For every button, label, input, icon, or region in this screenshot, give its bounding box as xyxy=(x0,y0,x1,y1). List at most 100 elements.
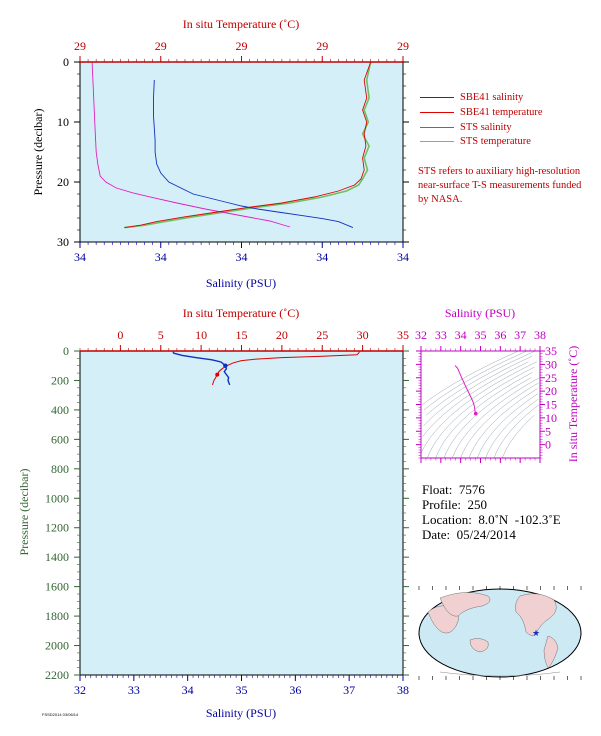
main-salinity-marker xyxy=(223,363,228,368)
ts-salinity-tick-label: 37 xyxy=(514,328,526,342)
ts-salinity-tick-label: 32 xyxy=(415,328,427,342)
ts-temp-tick-label: 35 xyxy=(545,344,557,358)
ts-series xyxy=(454,365,478,416)
ts-salinity-tick-label: 33 xyxy=(435,328,447,342)
top-temp-tick-label: 29 xyxy=(236,39,248,53)
density-isopycnal xyxy=(477,393,538,459)
top-salinity-tick-label: 34 xyxy=(397,250,409,264)
legend-sbe-temperature: SBE41 temperature xyxy=(420,107,543,118)
main-pressure-tick-label: 200 xyxy=(51,373,69,387)
main-pressure-tick-label: 2000 xyxy=(45,639,69,653)
main-temp-tick-label: 35 xyxy=(397,328,409,342)
map-frame-ticks xyxy=(418,586,582,680)
legend-swatch xyxy=(420,141,454,143)
ts-temp-tick-label: 10 xyxy=(545,411,557,425)
density-isopycnal xyxy=(468,388,538,459)
density-isopycnal xyxy=(502,415,535,459)
main-temp-tick-label: 30 xyxy=(357,328,369,342)
main-temp-tick-label: 20 xyxy=(276,328,288,342)
map-land-antarctica xyxy=(439,671,561,677)
map-land-asia xyxy=(439,592,491,617)
top-ticks: 29 29 29 29 29 34 34 34 34 34 0 10 20 30 xyxy=(57,39,409,264)
legend-label: STS temperature xyxy=(460,136,531,147)
ts-temp-tick-label: 0 xyxy=(545,438,551,452)
main-salinity-tick-label: 37 xyxy=(343,683,355,697)
main-salinity-tick-label: 38 xyxy=(397,683,409,697)
main-pressure-tick-label: 2200 xyxy=(45,668,69,682)
density-isopycnal xyxy=(443,377,532,459)
map-land-australia xyxy=(469,638,489,653)
top-pressure-tick-label: 0 xyxy=(63,55,69,69)
main-temp-tick-label: 0 xyxy=(117,328,123,342)
main-temperature-marker xyxy=(215,372,220,377)
legend-swatch xyxy=(420,97,454,99)
main-salinity-axis-title: Salinity (PSU) xyxy=(206,706,276,720)
ts-salinity-axis-title: Salinity (PSU) xyxy=(445,306,515,320)
legend-sts-salinity: STS salinity xyxy=(420,122,512,133)
density-isopycnal xyxy=(422,350,519,405)
main-pressure-tick-label: 1200 xyxy=(45,521,69,535)
legend-label: SBE41 temperature xyxy=(460,107,543,118)
ts-temp-axis-title: In situ Temperature (˚C) xyxy=(566,346,580,463)
main-pressure-tick-label: 800 xyxy=(51,462,69,476)
main-salinity-tick-label: 32 xyxy=(74,683,86,697)
main-temp-tick-label: 5 xyxy=(158,328,164,342)
main-salinity-tick-label: 36 xyxy=(289,683,301,697)
profile-number: Profile: 250 xyxy=(422,497,487,512)
legend-label: STS salinity xyxy=(460,122,512,133)
top-temp-tick-label: 29 xyxy=(74,39,86,53)
ts-temp-tick-label: 15 xyxy=(545,398,557,412)
density-isopycnal xyxy=(423,356,532,427)
top-temp-tick-label: 29 xyxy=(316,39,328,53)
ts-salinity-tick-label: 38 xyxy=(534,328,546,342)
density-contours xyxy=(421,350,540,459)
top-salinity-tick-label: 34 xyxy=(236,250,248,264)
legend-sts-temperature: STS temperature xyxy=(420,136,531,147)
top-series-sts-temperature xyxy=(124,61,372,229)
density-isopycnal xyxy=(493,404,540,459)
float-location-star-icon: ★ xyxy=(532,628,540,638)
full-profile-panel: 0 5 10 15 20 25 30 35 32 33 34 35 36 37 38 0 200 400 600 80… xyxy=(17,306,409,720)
main-salinity-tick-label: 35 xyxy=(236,683,248,697)
ts-temp-tick-label: 30 xyxy=(545,357,557,371)
ts-salinity-tick-label: 34 xyxy=(455,328,467,342)
legend-label: SBE41 salinity xyxy=(460,92,524,103)
ts-profile-marker xyxy=(473,411,478,416)
density-isopycnal xyxy=(427,366,535,459)
legend-swatch xyxy=(420,127,454,129)
float-location: Location: 8.0˚N -102.3˚E xyxy=(422,512,561,527)
sts-note: STS refers to auxiliary high-resolution … xyxy=(418,166,582,205)
main-temp-tick-label: 25 xyxy=(316,328,328,342)
density-isopycnal xyxy=(435,372,533,459)
top-salinity-tick-label: 34 xyxy=(316,250,328,264)
near-surface-panel: 29 29 29 29 29 34 34 34 34 34 0 10 20 30 In situ Temp… xyxy=(31,17,409,290)
main-pressure-tick-label: 1800 xyxy=(45,609,69,623)
main-pressure-tick-label: 1000 xyxy=(45,491,69,505)
map-land-americas xyxy=(515,593,557,636)
main-ticks: 0 5 10 15 20 25 30 35 32 33 34 35 36 37 38 0 200 400 600 80… xyxy=(45,328,409,697)
legend-sbe-salinity: SBE41 salinity xyxy=(420,92,523,103)
float-id: Float: 7576 xyxy=(422,482,485,497)
world-location-map: ★ xyxy=(418,586,582,680)
main-pressure-tick-label: 1400 xyxy=(45,550,69,564)
density-isopycnal xyxy=(423,350,528,411)
top-salinity-tick-label: 34 xyxy=(155,250,167,264)
top-salinity-tick-label: 34 xyxy=(74,250,86,264)
top-series-lines xyxy=(91,61,372,229)
density-isopycnal xyxy=(452,377,540,459)
density-isopycnal xyxy=(460,382,539,459)
top-pressure-tick-label: 30 xyxy=(57,235,69,249)
main-salinity-tick-label: 34 xyxy=(182,683,194,697)
legend-swatch xyxy=(420,112,454,114)
main-series-lines xyxy=(172,351,360,386)
top-series-sts-salinity xyxy=(91,61,291,228)
density-isopycnal xyxy=(422,361,529,437)
main-plot-background xyxy=(80,351,403,675)
ts-salinity-tick-label: 36 xyxy=(494,328,506,342)
ts-temp-tick-label: 20 xyxy=(545,384,557,398)
main-series-temperature xyxy=(211,351,360,386)
main-temp-tick-label: 15 xyxy=(236,328,248,342)
density-isopycnal xyxy=(425,350,536,416)
